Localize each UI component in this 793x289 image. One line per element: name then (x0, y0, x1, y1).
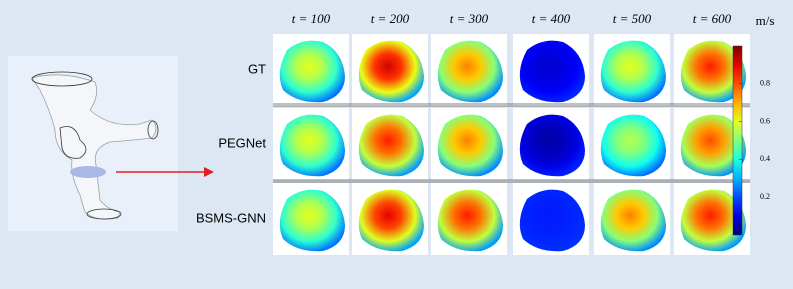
velocity-field (358, 114, 424, 177)
velocity-field (680, 40, 746, 103)
velocity-field (519, 189, 585, 252)
vessel-branch (59, 126, 87, 159)
velocity-field (279, 189, 345, 252)
row-label: PEGNet (218, 135, 266, 150)
colorbar-tick-label: 0.6 (760, 116, 770, 125)
colorbar-label: m/s (756, 13, 775, 28)
vessel (31, 74, 157, 220)
velocity-field (519, 40, 585, 103)
arrow-head (204, 167, 214, 177)
colorbar-tick-label: 0.8 (760, 79, 770, 88)
velocity-field (437, 114, 503, 177)
velocity-field (358, 40, 424, 103)
column-header: t = 100 (292, 11, 331, 26)
colorbar-tick-label: 0.4 (760, 154, 770, 163)
velocity-field (680, 114, 746, 177)
velocity-field (279, 40, 345, 103)
colorbar-tick-label: 0.2 (760, 192, 770, 201)
velocity-field (519, 114, 585, 177)
column-header: t = 200 (371, 11, 410, 26)
column-header: t = 500 (613, 11, 652, 26)
row-label: GT (248, 61, 266, 76)
column-header: t = 600 (693, 11, 732, 26)
column-header: t = 400 (532, 11, 571, 26)
vessel-panel (8, 56, 214, 231)
cross-section (70, 166, 106, 178)
vessel-outlet (147, 120, 159, 140)
velocity-field (680, 189, 746, 252)
velocity-field (600, 114, 666, 177)
velocity-field (279, 114, 345, 177)
velocity-field (600, 40, 666, 103)
vessel-outlet (31, 71, 93, 87)
column-header: t = 300 (450, 11, 489, 26)
velocity-field (600, 189, 666, 252)
row-label: BSMS-GNN (196, 210, 266, 225)
velocity-field (358, 189, 424, 252)
vessel-outlet (86, 208, 122, 220)
velocity-field (437, 189, 503, 252)
velocity-field (437, 40, 503, 103)
colorbar (732, 45, 743, 236)
